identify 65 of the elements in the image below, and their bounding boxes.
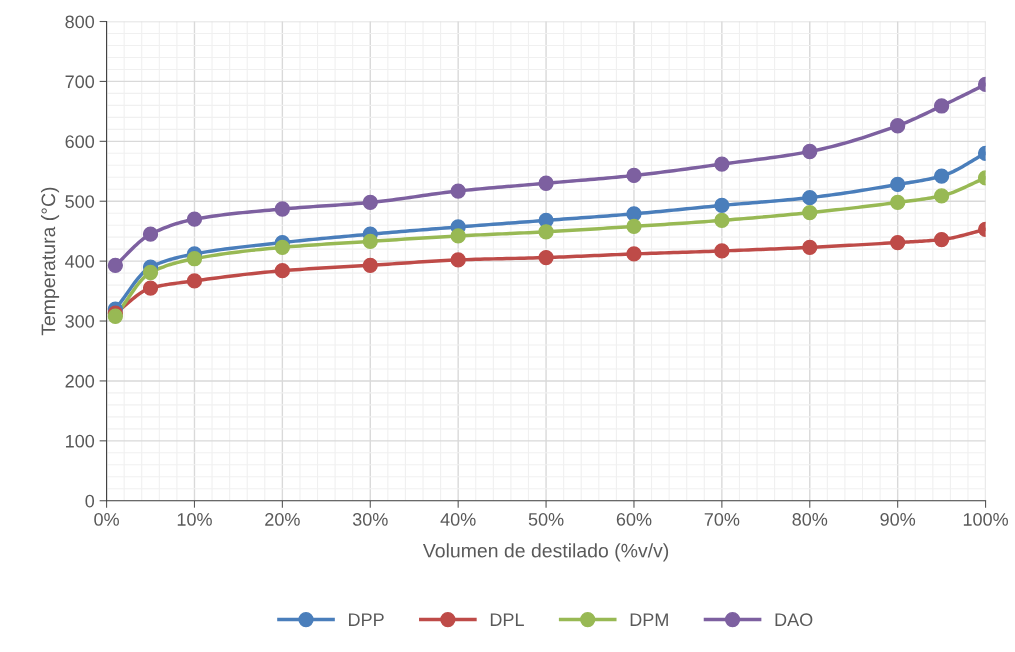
y-axis-title: Temperatura (°C) xyxy=(40,187,60,336)
point xyxy=(933,188,950,204)
point xyxy=(890,234,906,251)
point xyxy=(274,239,291,255)
point xyxy=(362,257,378,273)
point xyxy=(626,206,642,222)
y-tick-label: 100 xyxy=(66,434,95,448)
y-tick-label: 400 xyxy=(65,255,95,268)
point xyxy=(274,201,291,217)
x-tick-label: 100% xyxy=(963,513,1009,526)
y-tick-label: 800 xyxy=(65,15,95,29)
point xyxy=(538,175,554,191)
point xyxy=(890,194,906,211)
legend-label: DPL xyxy=(490,613,524,626)
point xyxy=(626,246,642,262)
point xyxy=(186,251,203,267)
x-tick-label: 60% xyxy=(616,513,652,526)
point xyxy=(714,197,730,214)
x-tick-label: 70% xyxy=(704,513,740,526)
point xyxy=(142,280,159,296)
point xyxy=(450,228,466,244)
legend-label: DAO xyxy=(775,613,813,627)
legend-label: DPM xyxy=(630,613,668,626)
point xyxy=(626,167,642,184)
legend-label: DPP xyxy=(349,613,384,626)
y-tick-label: 700 xyxy=(65,75,95,89)
point xyxy=(362,194,378,211)
x-tick-label: 90% xyxy=(880,513,916,526)
x-tick-label: 20% xyxy=(265,513,300,526)
x-tick-label: 0% xyxy=(94,513,119,526)
point xyxy=(933,231,950,248)
point xyxy=(714,156,730,172)
x-axis-title: Volumen de destilado (%v/v) xyxy=(422,543,669,562)
x-tick-label: 30% xyxy=(352,513,388,526)
point xyxy=(802,143,818,160)
x-tick-label: 10% xyxy=(177,513,212,526)
point xyxy=(626,218,642,235)
x-tick-label: 50% xyxy=(528,513,564,526)
y-tick-label: 300 xyxy=(65,314,95,328)
point xyxy=(714,243,730,259)
point xyxy=(714,212,730,229)
point xyxy=(538,224,554,240)
y-tick-label: 600 xyxy=(65,135,95,149)
y-tick-label: 0 xyxy=(85,494,95,508)
x-tick-label: 40% xyxy=(440,513,476,526)
point xyxy=(186,211,203,227)
point xyxy=(933,168,950,184)
y-tick-label: 200 xyxy=(65,374,95,388)
point xyxy=(802,204,818,221)
point xyxy=(538,249,554,266)
point xyxy=(274,263,291,279)
point xyxy=(802,189,818,206)
point xyxy=(186,273,203,289)
x-tick-label: 80% xyxy=(792,513,828,526)
point xyxy=(450,252,466,268)
point xyxy=(107,257,124,273)
point xyxy=(142,264,159,281)
point xyxy=(802,239,818,255)
point xyxy=(890,176,906,193)
point xyxy=(933,98,950,114)
point xyxy=(142,226,159,242)
point xyxy=(450,183,466,199)
y-tick-label: 500 xyxy=(65,195,95,208)
point xyxy=(890,118,906,134)
point xyxy=(362,233,378,249)
